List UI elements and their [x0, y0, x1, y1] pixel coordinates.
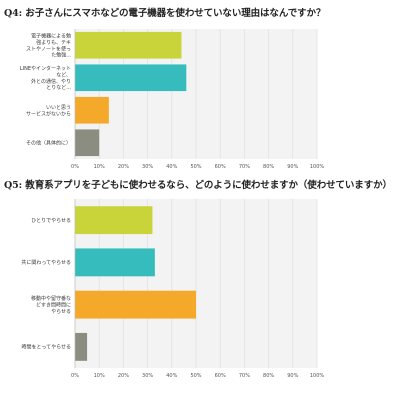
x-tick-label-q5: 60%	[215, 373, 226, 379]
category-label-q5: どすき間時間に	[36, 301, 71, 308]
x-tick-label-q4: 20%	[118, 164, 129, 170]
x-tick-label-q5: 50%	[190, 373, 201, 379]
category-label-q4: 電子機器による勉	[31, 32, 71, 39]
bar-q4	[75, 96, 109, 124]
x-tick-label-q4: 50%	[190, 164, 201, 170]
x-tick-label-q4: 60%	[215, 164, 226, 170]
category-label-q4: いいと思う	[46, 105, 71, 111]
category-label-q4: LINEやインターネット	[20, 65, 71, 72]
x-tick-label-q5: 20%	[118, 373, 129, 379]
x-tick-label-q5: 0%	[71, 373, 79, 379]
x-tick-label-q4: 30%	[142, 164, 153, 170]
category-label-q4: とりなど...	[46, 84, 71, 91]
category-label-q4: た勉強...	[51, 52, 71, 59]
x-tick-label-q5: 90%	[287, 373, 298, 379]
bar-q5	[75, 290, 196, 319]
bar-q4	[75, 64, 187, 92]
x-tick-label-q4: 40%	[166, 164, 177, 170]
category-label-q4: 強よりも、テキ	[36, 39, 71, 46]
bar-q4	[75, 129, 100, 157]
category-label-q4: ストやノートを使っ	[26, 45, 71, 52]
category-label-q4: サービスがないから	[26, 110, 71, 117]
chart-title-q5: Q5: 教育系アプリを子どもに使わせるなら、どのように使わせますか（使わせていま…	[4, 180, 392, 191]
category-label-q5: 共に関わってやらせる	[21, 259, 71, 266]
x-tick-label-q4: 70%	[239, 164, 250, 170]
category-label-q5: 移動中や留守番な	[31, 295, 71, 302]
x-tick-label-q5: 10%	[94, 373, 105, 379]
category-label-q4: その他（具体的に）	[26, 140, 71, 147]
bar-q4	[75, 31, 182, 59]
x-tick-label-q5: 30%	[142, 373, 153, 379]
bar-chart-q5: ひとりでやらせる共に関わってやらせる移動中や留守番などすき間時間にやらせる時間を…	[21, 199, 325, 379]
bar-q5	[75, 248, 155, 277]
x-tick-label-q5: 80%	[263, 373, 274, 379]
x-tick-label-q5: 100%	[310, 373, 325, 379]
x-tick-label-q4: 90%	[287, 164, 298, 170]
x-tick-label-q5: 70%	[239, 373, 250, 379]
chart-title-q4: Q4: お子さんにスマホなどの電子機器を使わせていない理由はなんですか？	[4, 8, 326, 19]
x-tick-label-q5: 40%	[166, 373, 177, 379]
category-label-q5: やらせる	[51, 308, 71, 315]
bar-q5	[75, 206, 153, 235]
x-tick-label-q4: 0%	[71, 164, 79, 170]
category-label-q4: 外との通信、やり	[31, 78, 71, 85]
bar-q5	[75, 332, 88, 361]
category-label-q4: など、	[56, 71, 71, 78]
x-tick-label-q4: 80%	[263, 164, 274, 170]
x-tick-label-q4: 10%	[94, 164, 105, 170]
category-label-q5: 時間をとってやらせる	[21, 344, 71, 351]
category-label-q5: ひとりでやらせる	[31, 217, 71, 224]
x-tick-label-q4: 100%	[310, 164, 325, 170]
